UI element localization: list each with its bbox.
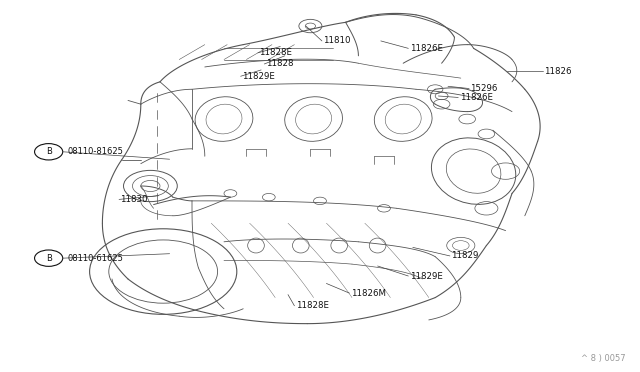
Text: 11828E: 11828E xyxy=(296,301,329,310)
Text: 15296: 15296 xyxy=(470,84,498,93)
Text: ^ 8 ) 0057: ^ 8 ) 0057 xyxy=(581,354,626,363)
Text: 11826M: 11826M xyxy=(351,289,386,298)
Text: 11828: 11828 xyxy=(266,60,293,68)
Text: 11810: 11810 xyxy=(323,36,351,45)
Text: 11829: 11829 xyxy=(451,251,479,260)
Text: 11829E: 11829E xyxy=(410,272,442,280)
Text: B: B xyxy=(45,147,52,156)
Text: 11826E: 11826E xyxy=(460,93,493,102)
Text: 11826E: 11826E xyxy=(410,44,443,53)
Text: 11829E: 11829E xyxy=(242,72,275,81)
Text: 08110-81625: 08110-81625 xyxy=(68,147,124,156)
Text: 08110-61625: 08110-61625 xyxy=(68,254,124,263)
Text: B: B xyxy=(45,254,52,263)
Text: 11830: 11830 xyxy=(120,195,148,204)
Text: 11828E: 11828E xyxy=(259,48,292,57)
Text: 11826: 11826 xyxy=(544,67,572,76)
